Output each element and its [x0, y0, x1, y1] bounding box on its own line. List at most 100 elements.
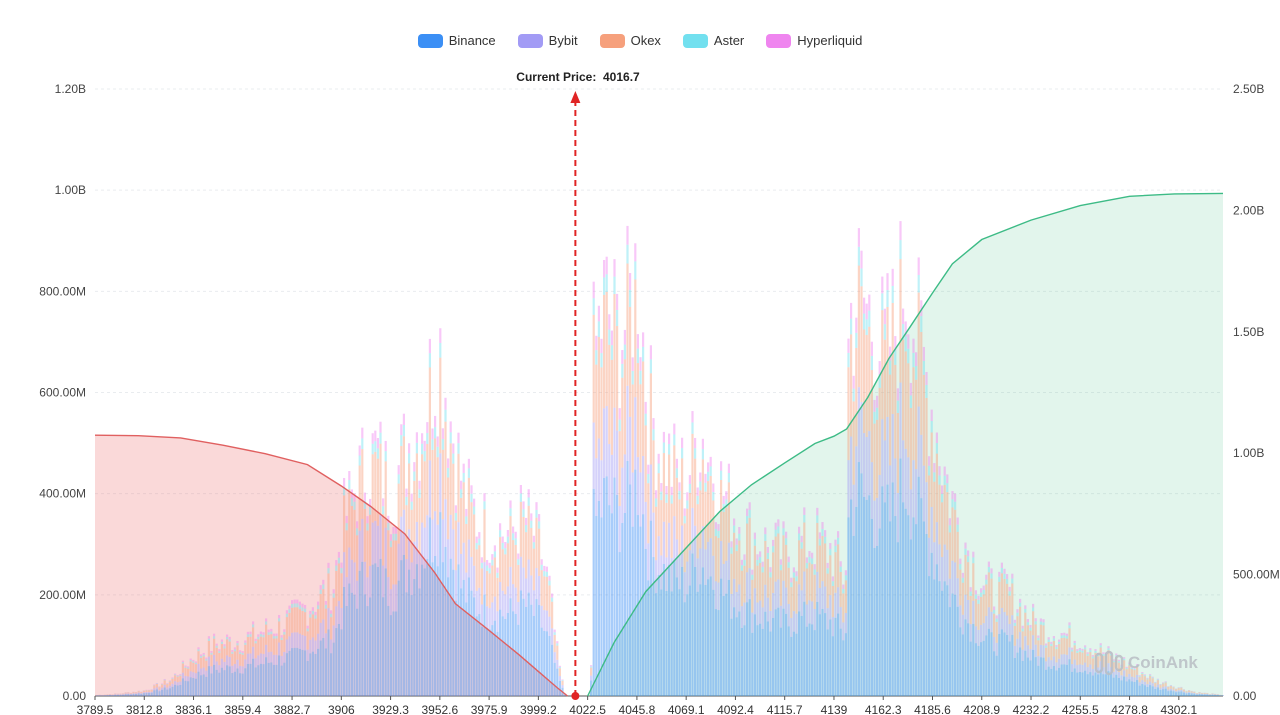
bar-segment-hyperliquid: [675, 458, 678, 469]
bar-segment-hyperliquid: [259, 631, 262, 635]
bar-segment-aster: [839, 566, 842, 573]
bar-segment-okex: [639, 384, 642, 473]
bar-segment-bybit: [1117, 672, 1120, 678]
bar-segment-okex: [595, 364, 598, 459]
bar-segment-hyperliquid: [366, 516, 369, 524]
bar-segment-binance: [1180, 691, 1183, 696]
bar-segment-bybit: [850, 436, 853, 500]
bar-segment-hyperliquid: [223, 644, 226, 647]
bar-segment-hyperliquid: [740, 559, 743, 566]
bar-segment-hyperliquid: [873, 399, 876, 412]
bar-segment-binance: [145, 692, 148, 696]
bar-segment-binance: [915, 524, 918, 696]
bar-segment-okex: [922, 374, 925, 466]
bar-segment-bybit: [460, 553, 463, 589]
bar-segment-hyperliquid: [808, 551, 811, 557]
bar-segment-bybit: [712, 555, 715, 590]
bar-segment-binance: [678, 589, 681, 696]
bar-segment-bybit: [717, 582, 720, 611]
bar-segment-bybit: [317, 633, 320, 649]
bar-segment-binance: [1208, 695, 1211, 696]
bar-segment-hyperliquid: [252, 621, 255, 625]
bar-segment-bybit: [1071, 664, 1074, 672]
bar-segment-okex: [1175, 689, 1178, 692]
bar-segment-bybit: [857, 387, 860, 463]
bar-segment-hyperliquid: [1006, 574, 1009, 579]
bar-segment-okex: [930, 432, 933, 507]
bar-segment-binance: [881, 486, 884, 696]
bar-segment-binance: [363, 594, 366, 696]
bar-segment-binance: [876, 545, 879, 696]
bar-segment-okex: [904, 351, 907, 449]
bar-segment-binance: [959, 627, 962, 696]
bar-segment-okex: [844, 580, 847, 614]
bar-segment-hyperliquid: [499, 523, 502, 531]
bar-segment-bybit: [777, 579, 780, 608]
bar-segment-binance: [668, 564, 671, 696]
legend-item-binance[interactable]: Binance: [417, 33, 496, 48]
bar-segment-bybit: [441, 519, 444, 563]
bar-segment-aster: [616, 309, 619, 327]
legend-item-bybit[interactable]: Bybit: [517, 33, 578, 48]
bar-segment-hyperliquid: [922, 346, 925, 361]
bar-segment-okex: [769, 577, 772, 611]
bar-segment-okex: [1112, 662, 1115, 672]
bar-segment-bybit: [181, 672, 184, 679]
legend-item-hyperliquid[interactable]: Hyperliquid: [766, 33, 862, 48]
bar-segment-okex: [1073, 645, 1076, 660]
bar-segment-aster: [1136, 665, 1139, 667]
bar-segment-okex: [998, 581, 1001, 615]
bar-segment-binance: [96, 695, 99, 696]
bar-segment-bybit: [842, 622, 845, 641]
bar-segment-aster: [262, 634, 265, 638]
bar-segment-okex: [337, 563, 340, 601]
bar-segment-binance: [1177, 691, 1180, 696]
bar-segment-okex: [218, 652, 221, 666]
bar-segment-bybit: [558, 676, 561, 681]
bar-segment-bybit: [1026, 645, 1029, 658]
bar-segment-okex: [590, 667, 593, 676]
bar-segment-bybit: [649, 464, 652, 521]
bar-segment-bybit: [514, 587, 517, 614]
bar-segment-aster: [1154, 682, 1157, 684]
bar-segment-okex: [821, 535, 824, 582]
bar-segment-bybit: [257, 655, 260, 666]
bar-segment-okex: [543, 576, 546, 611]
bar-segment-hyperliquid: [1050, 641, 1053, 644]
bar-segment-okex: [652, 440, 655, 513]
bar-segment-binance: [374, 563, 377, 696]
bar-segment-okex: [1120, 667, 1123, 676]
bar-segment-aster: [181, 662, 184, 664]
bar-segment-hyperliquid: [649, 345, 652, 360]
bar-segment-hyperliquid: [701, 438, 704, 450]
legend-item-okex[interactable]: Okex: [599, 33, 661, 48]
bar-segment-bybit: [350, 559, 353, 593]
bar-segment-hyperliquid: [275, 633, 278, 637]
bar-segment-binance: [1110, 673, 1113, 696]
bar-segment-okex: [382, 514, 385, 566]
bar-segment-bybit: [337, 600, 340, 624]
bar-segment-aster: [842, 588, 845, 594]
bar-segment-bybit: [332, 625, 335, 643]
bar-segment-binance: [252, 658, 255, 696]
bar-segment-bybit: [764, 584, 767, 612]
bar-segment-binance: [1065, 664, 1068, 696]
x-tick-label: 3882.7: [274, 703, 311, 715]
bar-segment-binance: [98, 695, 101, 696]
bar-segment-binance: [688, 585, 691, 696]
bar-segment-aster: [241, 652, 244, 655]
bar-segment-aster: [176, 675, 179, 677]
bar-segment-bybit: [792, 611, 795, 632]
x-tick-label: 4255.5: [1062, 703, 1099, 715]
bar-segment-hyperliquid: [470, 485, 473, 494]
bar-segment-binance: [174, 684, 177, 696]
bar-segment-aster: [475, 542, 478, 550]
legend-item-aster[interactable]: Aster: [682, 33, 744, 48]
bar-segment-bybit: [233, 663, 236, 672]
bar-segment-binance: [538, 605, 541, 696]
bar-segment-hyperliquid: [707, 462, 710, 472]
bar-segment-bybit: [787, 603, 790, 627]
bar-segment-binance: [324, 648, 327, 696]
bar-segment-okex: [668, 454, 671, 523]
bar-segment-aster: [1050, 643, 1053, 647]
